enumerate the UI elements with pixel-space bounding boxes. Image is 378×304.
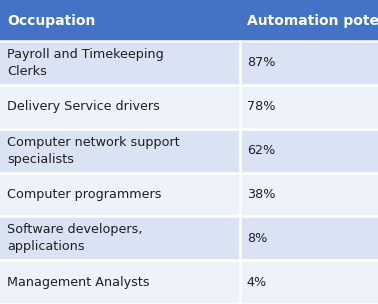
Bar [0,85,378,129]
Text: Payroll and Timekeeping
Clerks: Payroll and Timekeeping Clerks [7,48,164,78]
Text: Management Analysts: Management Analysts [7,276,149,288]
Text: 78%: 78% [247,100,275,113]
Bar [0,172,378,216]
Text: Delivery Service drivers: Delivery Service drivers [7,100,160,113]
Text: 62%: 62% [247,144,275,157]
Bar [0,129,378,173]
Text: 38%: 38% [247,188,275,201]
Text: Occupation: Occupation [7,13,95,28]
Bar [0,0,378,41]
Text: Software developers,
applications: Software developers, applications [7,223,142,253]
Text: Automation potential: Automation potential [247,13,378,28]
Text: 4%: 4% [247,276,267,288]
Text: Computer programmers: Computer programmers [7,188,161,201]
Text: Computer network support
specialists: Computer network support specialists [7,136,180,166]
Bar [0,260,378,304]
Text: 87%: 87% [247,57,275,69]
Bar [0,216,378,260]
Bar [0,41,378,85]
Text: 8%: 8% [247,232,267,245]
